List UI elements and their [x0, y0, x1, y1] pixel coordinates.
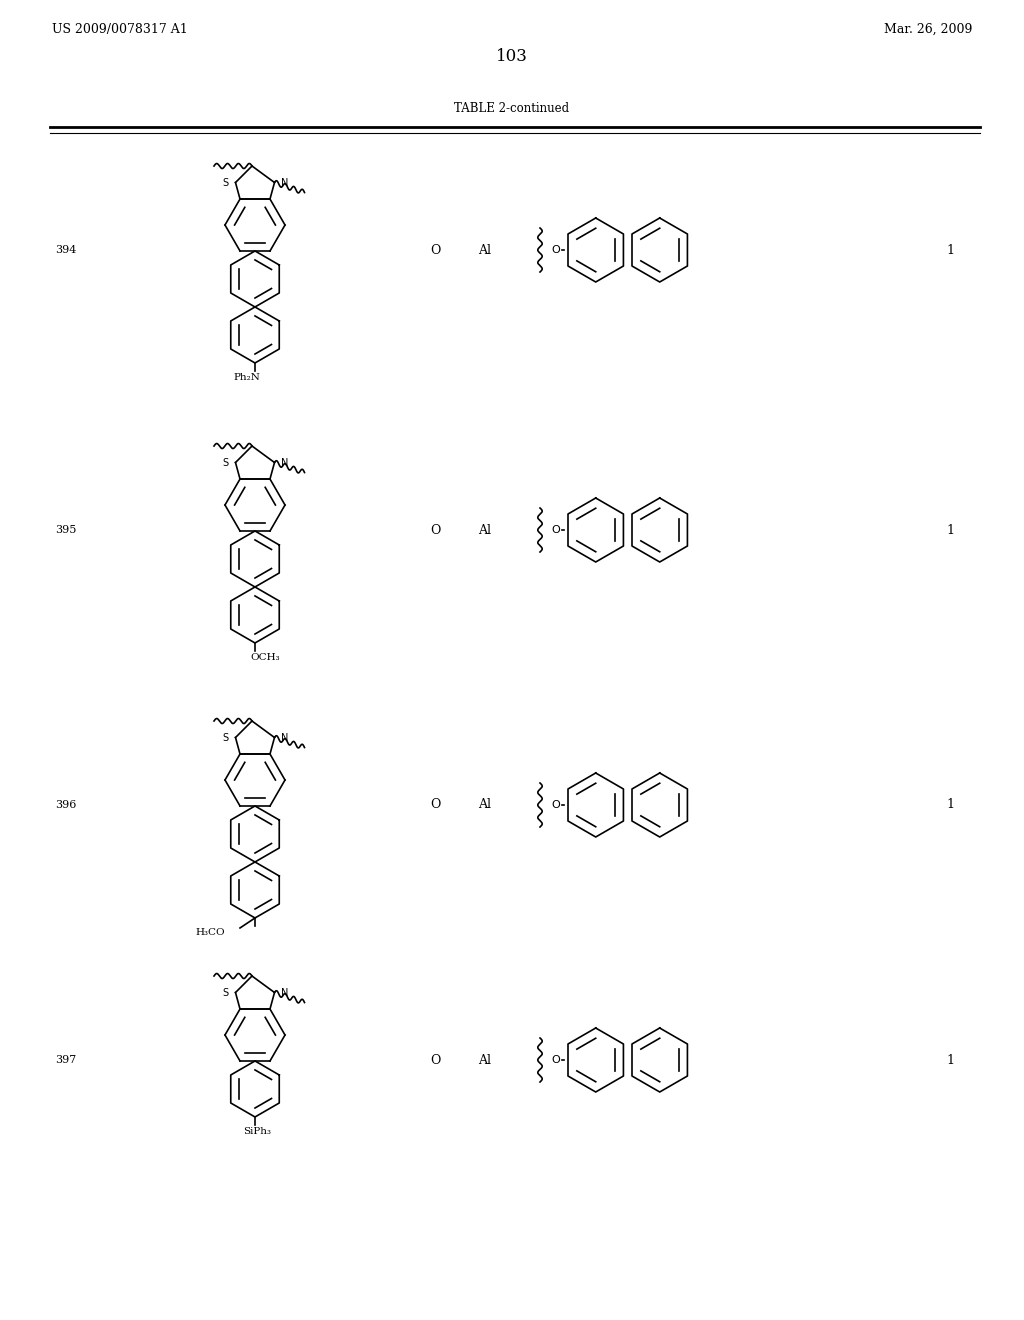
- Text: S: S: [222, 987, 228, 998]
- Text: N: N: [281, 458, 288, 467]
- Text: 397: 397: [55, 1055, 76, 1065]
- Text: OCH₃: OCH₃: [250, 653, 280, 663]
- Text: N: N: [281, 177, 288, 187]
- Text: 103: 103: [496, 48, 528, 65]
- Text: N: N: [281, 987, 288, 998]
- Text: 1: 1: [946, 243, 954, 256]
- Text: H₃CO: H₃CO: [196, 928, 225, 937]
- Text: TABLE 2-continued: TABLE 2-continued: [455, 102, 569, 115]
- Text: Al: Al: [478, 243, 492, 256]
- Text: N: N: [281, 733, 288, 743]
- Text: 396: 396: [55, 800, 77, 810]
- Text: Mar. 26, 2009: Mar. 26, 2009: [884, 22, 972, 36]
- Text: Al: Al: [478, 524, 492, 536]
- Text: S: S: [222, 733, 228, 743]
- Text: 1: 1: [946, 799, 954, 812]
- Text: 395: 395: [55, 525, 77, 535]
- Text: O: O: [430, 524, 440, 536]
- Text: Ph₂N: Ph₂N: [233, 374, 260, 381]
- Text: O: O: [430, 799, 440, 812]
- Text: O: O: [552, 800, 560, 810]
- Text: O: O: [552, 1055, 560, 1065]
- Text: US 2009/0078317 A1: US 2009/0078317 A1: [52, 22, 187, 36]
- Text: SiPh₃: SiPh₃: [243, 1127, 271, 1137]
- Text: O: O: [552, 525, 560, 535]
- Text: 394: 394: [55, 246, 77, 255]
- Text: Al: Al: [478, 799, 492, 812]
- Text: O: O: [430, 1053, 440, 1067]
- Text: S: S: [222, 458, 228, 467]
- Text: O: O: [430, 243, 440, 256]
- Text: Al: Al: [478, 1053, 492, 1067]
- Text: O: O: [552, 246, 560, 255]
- Text: 1: 1: [946, 1053, 954, 1067]
- Text: S: S: [222, 177, 228, 187]
- Text: 1: 1: [946, 524, 954, 536]
